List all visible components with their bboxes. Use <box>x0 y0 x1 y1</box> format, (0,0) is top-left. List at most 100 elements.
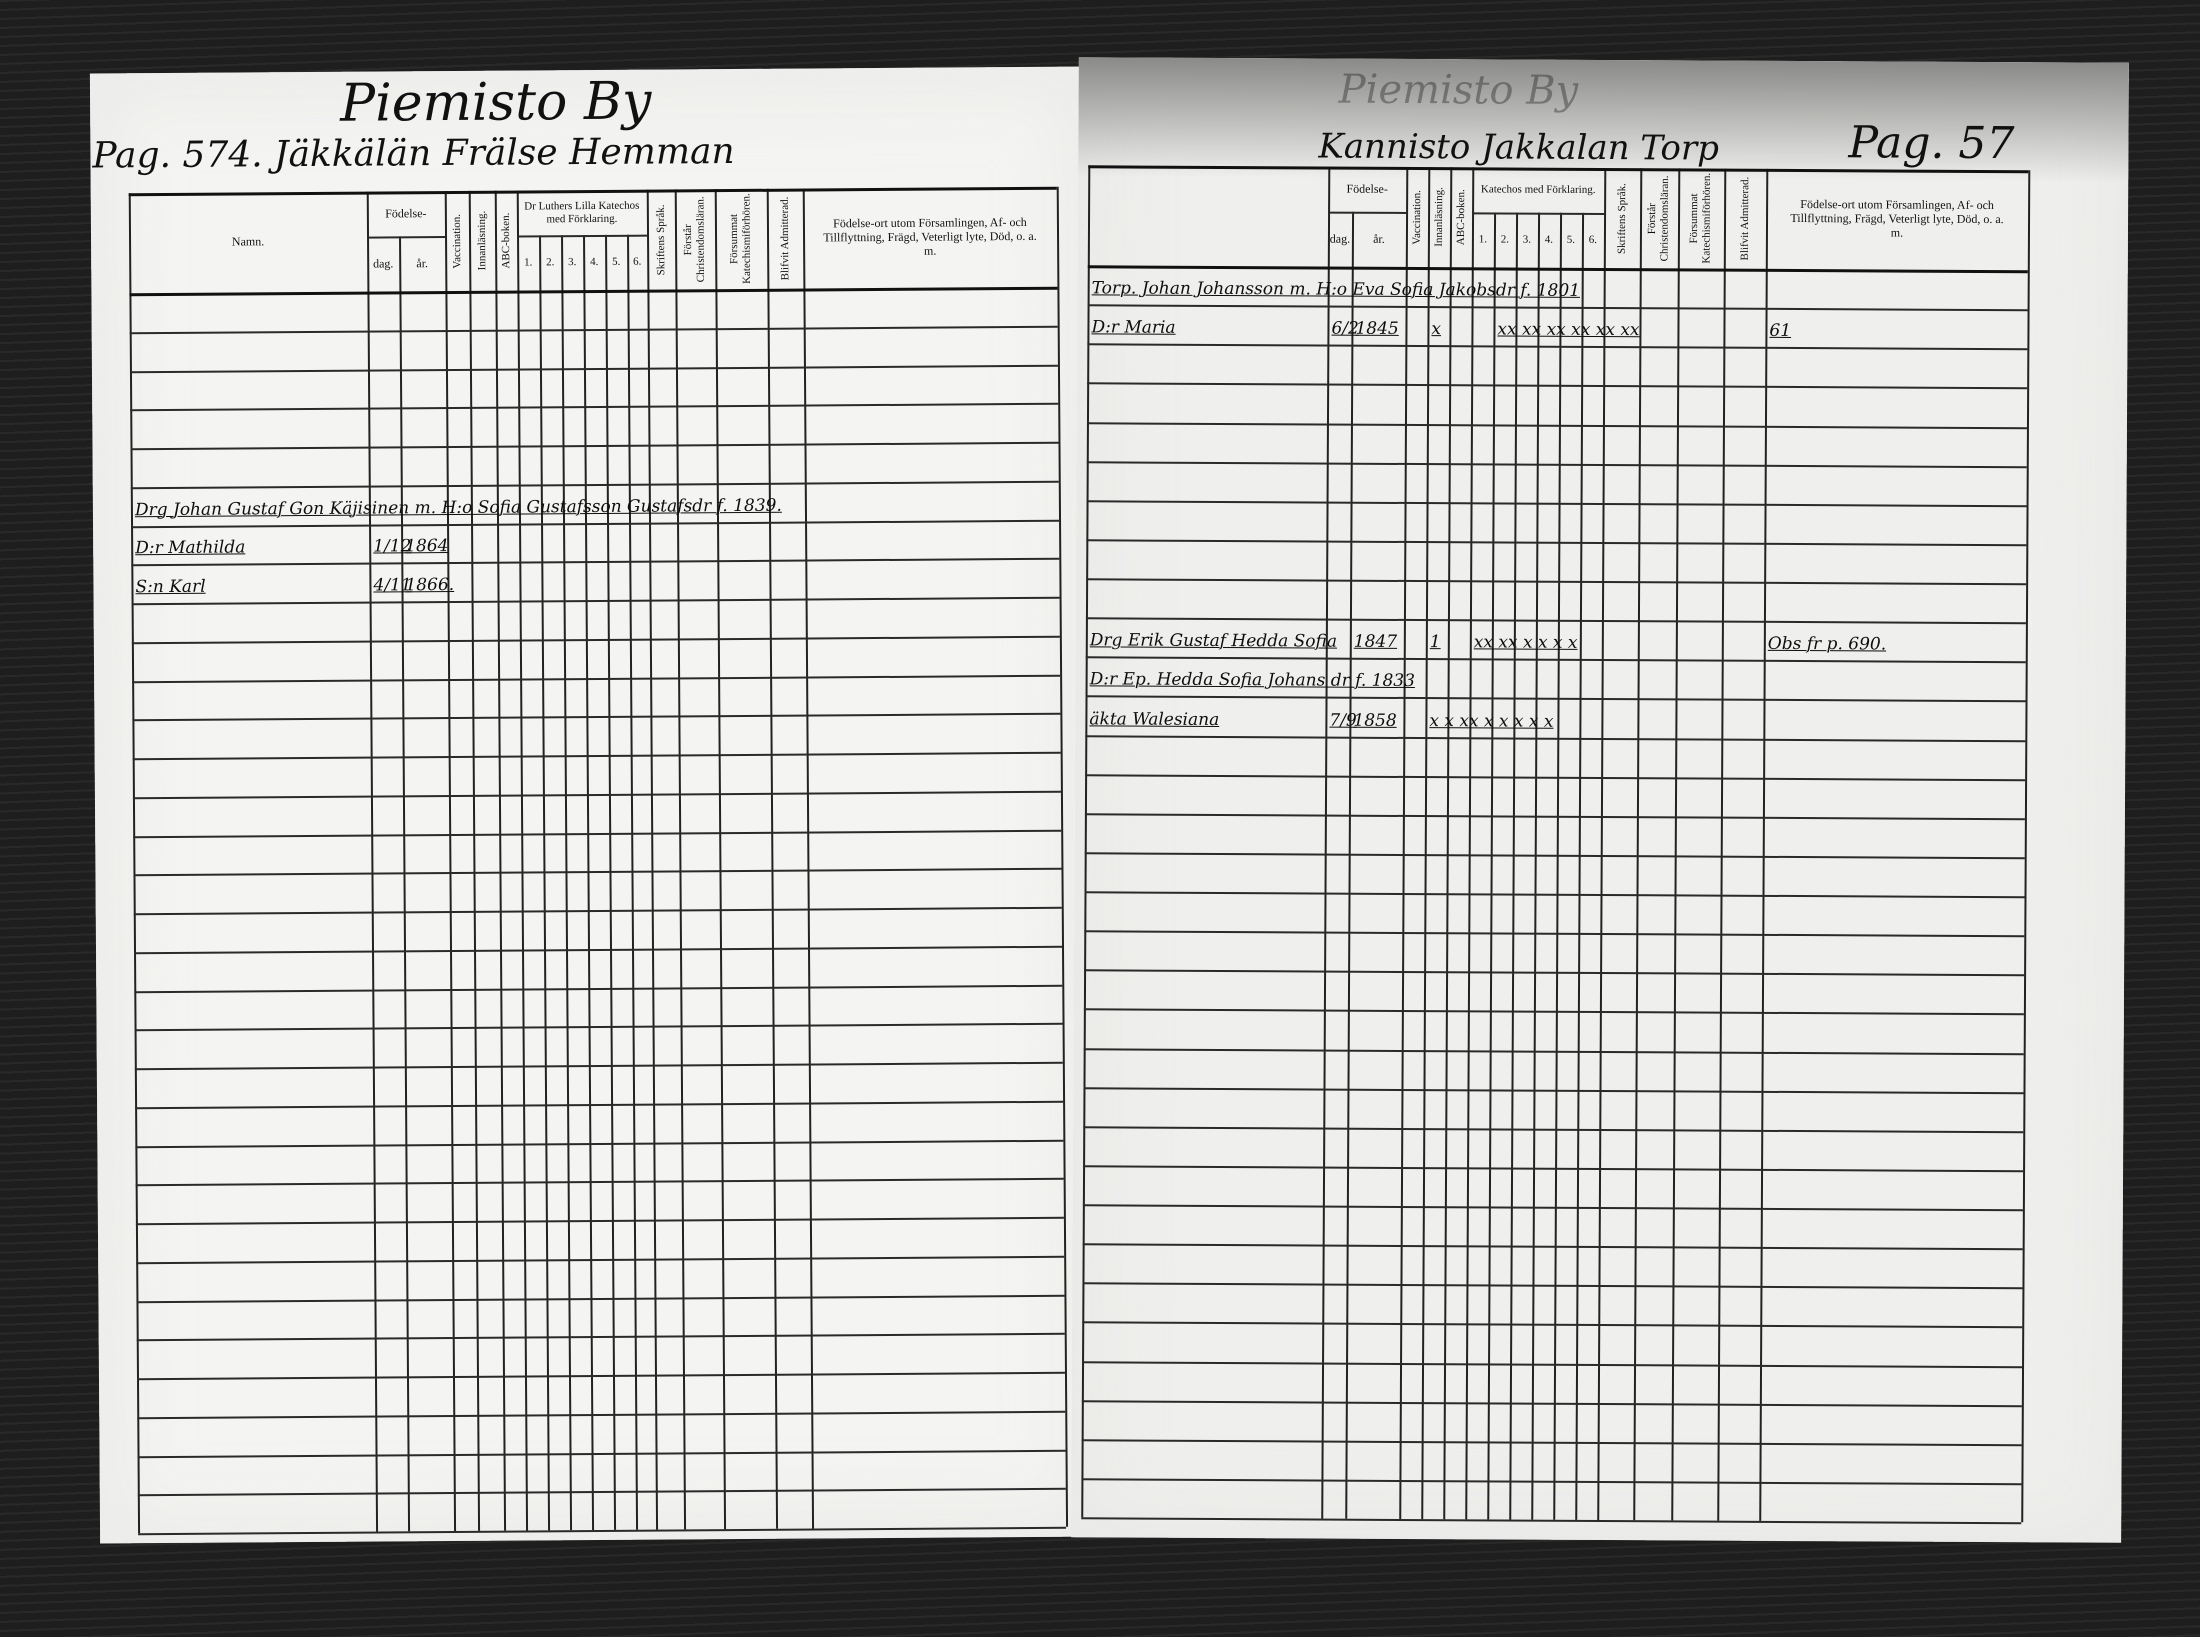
row-rule <box>1085 656 2026 664</box>
row-rule <box>132 674 1061 683</box>
header-name: Namn. <box>129 192 368 294</box>
header-catechism-part-text: 5. <box>612 255 621 269</box>
row-rule <box>1081 1439 2022 1446</box>
row-rule <box>1086 421 2027 429</box>
column-rule <box>1671 168 1680 1521</box>
row-rule <box>129 325 1058 334</box>
row-rule <box>1082 1282 2023 1290</box>
header-remarks: Födelse-ort utom Församlingen, Af- och T… <box>803 187 1058 289</box>
row-rule <box>132 712 1061 722</box>
column-rule <box>714 189 726 1530</box>
row-rule <box>134 1022 1063 1032</box>
row-rule <box>1083 1047 2024 1055</box>
handwritten-entry: D:r Mathilda <box>135 537 246 559</box>
row-rule <box>134 1061 1063 1071</box>
row-rule <box>137 1410 1066 1419</box>
header-scripture: Skriftens Språk. <box>1604 168 1641 268</box>
handwritten-entry: Torp. Johan Johansson m. H:o Eva Sofia J… <box>1091 278 1581 302</box>
row-rule <box>1085 695 2026 703</box>
header-birth: Födelse- <box>1328 167 1406 212</box>
row-rule <box>132 790 1061 799</box>
row-rule <box>1086 500 2027 507</box>
header-birth: Födelse- <box>367 191 445 237</box>
row-rule <box>132 751 1061 761</box>
row-rule <box>136 1294 1065 1303</box>
header-scripture-text: Skriftens Språk. <box>1615 182 1628 254</box>
column-rule <box>1399 166 1408 1519</box>
row-rule <box>134 984 1063 993</box>
header-day: dag. <box>367 236 399 291</box>
row-rule <box>129 364 1058 373</box>
header-neglected: Försummat Katechismiförhören. <box>715 189 768 289</box>
handwritten-entry: S:n Karl <box>135 576 206 598</box>
handwritten-entry: äkta Walesiana <box>1089 708 1220 730</box>
row-rule <box>134 945 1063 954</box>
row-rule <box>131 558 1060 567</box>
header-christendom: Förstår Christendomsläran. <box>1640 168 1679 268</box>
row-rule <box>131 519 1060 528</box>
column-rule <box>468 190 480 1531</box>
village-title: Piemisto By <box>339 71 652 134</box>
column-rule <box>128 193 140 1534</box>
header-catechism-part-text: 3. <box>568 256 577 269</box>
row-rule <box>1082 1321 2023 1329</box>
row-rule <box>135 1177 1064 1187</box>
register-table-right: Födelse-dag. år. Vaccination. Innanläsning.… <box>1081 165 2030 1525</box>
header-catechism-part-text: 1. <box>1478 233 1488 246</box>
row-rule <box>1081 1399 2022 1407</box>
header-reading: Innanläsning. <box>1428 167 1451 267</box>
column-rule <box>802 188 814 1529</box>
header-year-text: år. <box>1373 231 1385 246</box>
handwritten-entry: xx xx x x x x <box>1473 632 1578 654</box>
header-catechism-part-text: 4. <box>1544 233 1554 246</box>
column-rule <box>444 191 456 1532</box>
column-rule <box>646 189 658 1530</box>
row-rule <box>1086 578 2027 586</box>
handwritten-entry: 1866. <box>405 574 455 596</box>
header-remarks-text: Födelse-ort utom Församlingen, Af- och T… <box>823 215 1037 258</box>
header-catechism-part-text: 4. <box>590 256 599 269</box>
right-page: Piemisto By Kannisto Jakkalan Torp Pag. … <box>1071 57 2129 1543</box>
row-rule <box>133 867 1062 877</box>
row-rule <box>136 1255 1065 1264</box>
header-catechism-text: Dr Luthers Lilla Katechos med Förklaring… <box>524 199 640 225</box>
row-rule <box>1087 382 2028 390</box>
handwritten-entry: xx xx xx xx xx xx <box>1497 319 1640 341</box>
header-catechism-part-text: 6. <box>633 255 642 268</box>
column-rule <box>1421 167 1430 1520</box>
header-day-text: dag. <box>372 255 394 271</box>
handwritten-entry: D:r Maria <box>1091 317 1176 339</box>
row-rule <box>131 635 1060 644</box>
header-reading-text: Innanläsning. <box>1432 187 1445 247</box>
header-christendom: Förstår Christendomsläran. <box>675 189 716 289</box>
header-christendom-text: Förstår Christendomsläran. <box>682 196 708 283</box>
header-reading: Innanläsning. <box>469 191 496 291</box>
row-rule <box>1084 813 2025 820</box>
header-name-text: Namn. <box>231 234 265 249</box>
row-rule <box>135 1100 1064 1109</box>
column-rule <box>1465 167 1474 1520</box>
header-admitted: Blifvit Admitterad. <box>767 189 804 289</box>
header-catechism-part: 2. <box>1494 212 1516 267</box>
column-rule <box>674 189 686 1530</box>
handwritten-entry: x x xx x x x x x <box>1429 710 1554 732</box>
header-catechism-part: 2. <box>539 235 561 290</box>
header-admitted: Blifvit Admitterad. <box>1724 169 1767 269</box>
row-rule <box>135 1216 1064 1226</box>
page-title: Pag. 574. Jäkkälän Frälse Hemman <box>92 131 735 177</box>
header-neglected-text: Försummat Katechismiförhören. <box>728 193 754 285</box>
row-rule <box>1082 1360 2023 1368</box>
header-abc: ABC-boken. <box>495 191 518 291</box>
header-birth-text: Födelse- <box>1346 181 1388 196</box>
column-rule <box>1633 168 1642 1521</box>
column-rule <box>1056 186 1068 1527</box>
header-vaccination: Vaccination. <box>1406 167 1429 267</box>
column-rule <box>366 191 378 1532</box>
header-year: år. <box>1352 212 1406 267</box>
row-rule <box>130 403 1059 412</box>
row-rule <box>1086 460 2027 468</box>
row-rule <box>1081 1478 2022 1486</box>
column-rule <box>1717 168 1726 1521</box>
column-rule <box>516 190 528 1531</box>
row-rule <box>130 441 1059 451</box>
